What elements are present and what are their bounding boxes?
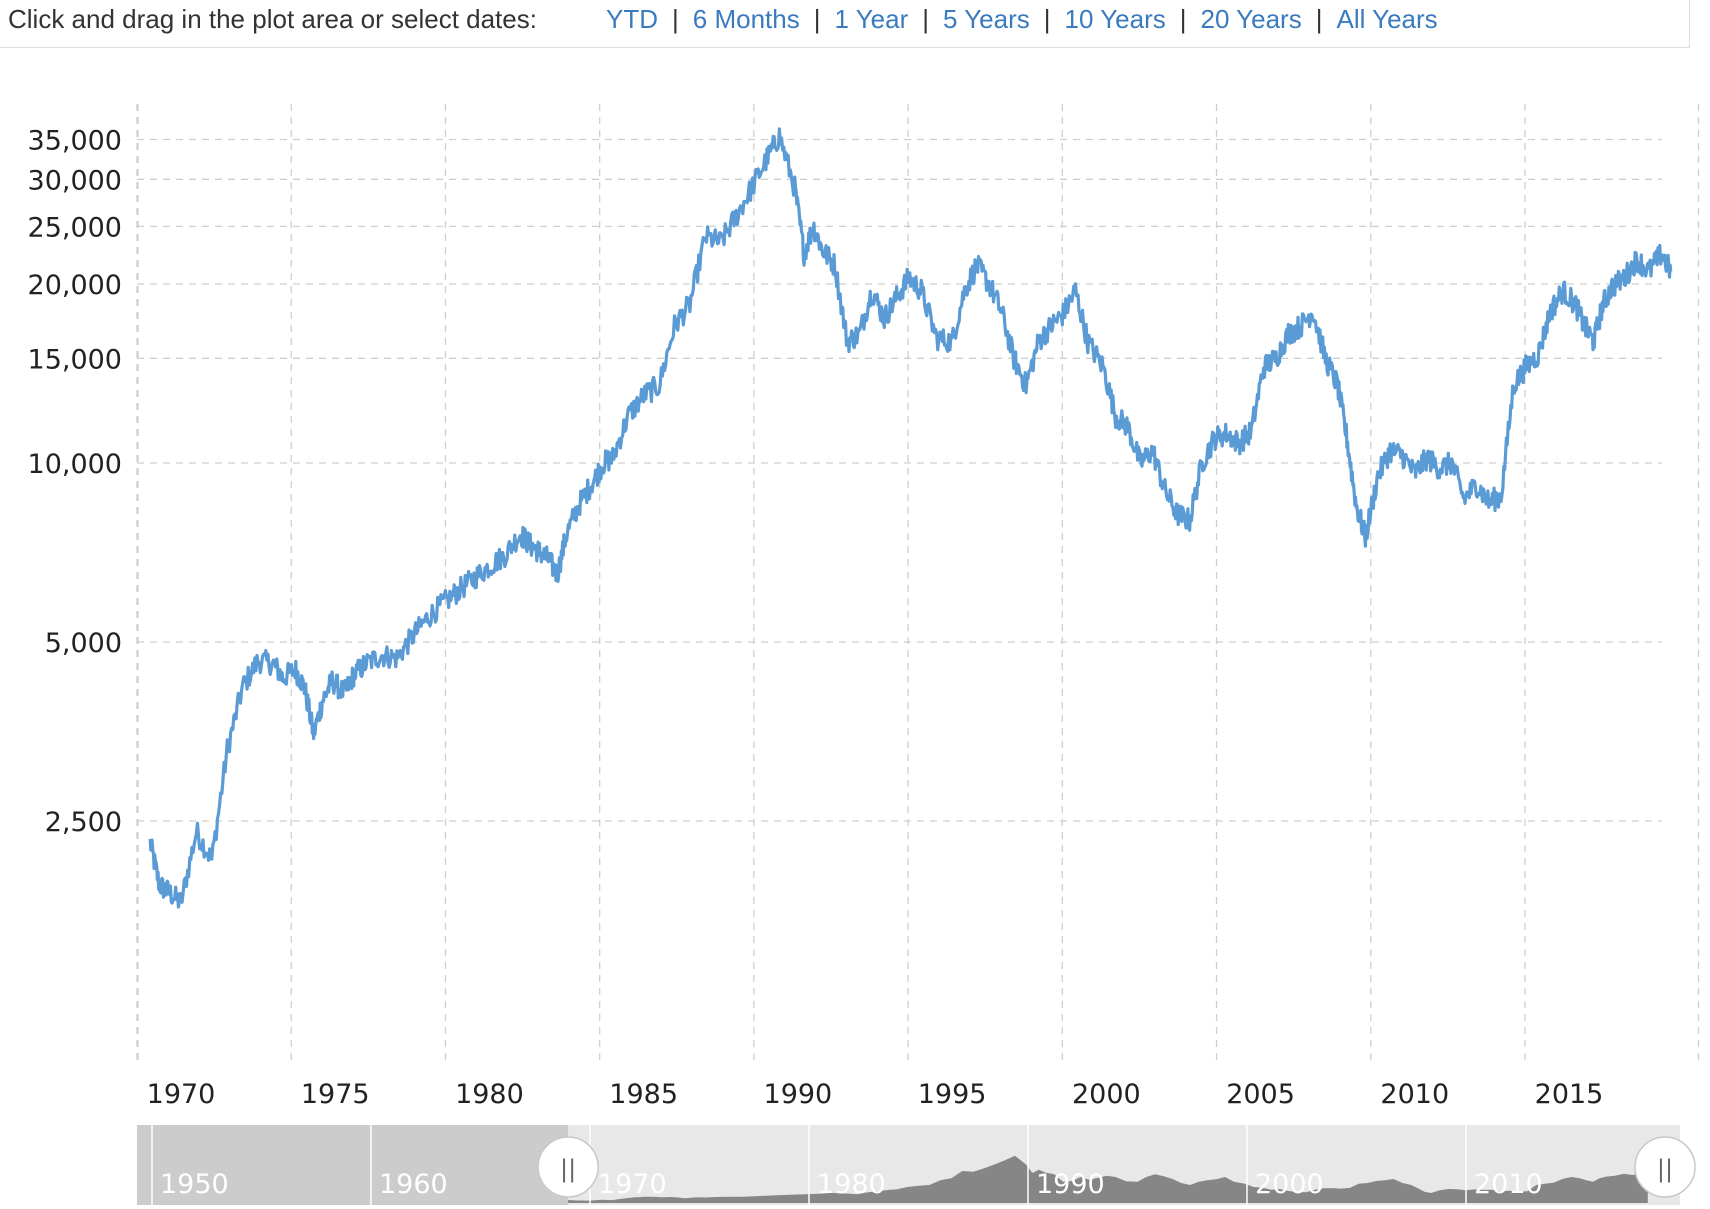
navigator-label: 1960 — [379, 1169, 448, 1200]
plot-area[interactable] — [147, 127, 1674, 909]
range-all-years-link[interactable]: All Years — [1336, 4, 1438, 34]
x-tick-label: 1970 — [147, 1079, 216, 1110]
chart-grid — [136, 104, 1700, 1063]
series-line[interactable] — [148, 127, 1673, 909]
x-tick-label: 2005 — [1226, 1079, 1295, 1110]
range-separator: | — [1043, 4, 1051, 34]
y-tick-label: 25,000 — [28, 212, 122, 243]
navigator-right-handle[interactable] — [1634, 1136, 1696, 1198]
navigator-area — [568, 1155, 1648, 1203]
range-5-years-link[interactable]: 5 Years — [943, 4, 1030, 34]
navigator-label: 2000 — [1255, 1169, 1324, 1200]
range-selector-links: YTD | 6 Months | 1 Year | 5 Years | 10 Years | 20 … — [606, 4, 1438, 35]
y-tick-label: 5,000 — [45, 628, 122, 659]
range-1-year-link[interactable]: 1 Year — [834, 4, 909, 34]
range-separator: | — [922, 4, 929, 34]
navigator-label: 1990 — [1036, 1169, 1105, 1200]
x-tick-label: 1985 — [609, 1079, 678, 1110]
x-tick-label: 1980 — [455, 1079, 524, 1110]
x-tick-label: 1995 — [918, 1079, 987, 1110]
range-selector-bar: Click and drag in the plot area or selec… — [0, 0, 1690, 48]
navigator-label: 1980 — [817, 1169, 886, 1200]
range-10-years-link[interactable]: 10 Years — [1064, 4, 1166, 34]
y-tick-label: 30,000 — [28, 165, 122, 196]
x-tick-label: 2015 — [1535, 1079, 1604, 1110]
y-tick-label: 35,000 — [28, 125, 122, 156]
range-separator: | — [1315, 4, 1323, 34]
range-separator: | — [813, 4, 821, 34]
y-tick-label: 10,000 — [28, 449, 122, 480]
y-tick-label: 15,000 — [28, 344, 122, 375]
range-separator: | — [1179, 4, 1187, 34]
x-tick-label: 1990 — [764, 1079, 833, 1110]
y-tick-label: 2,500 — [45, 807, 122, 838]
x-tick-label: 2010 — [1380, 1079, 1449, 1110]
navigator-label: 2010 — [1474, 1169, 1543, 1200]
range-ytd-link[interactable]: YTD — [606, 4, 658, 34]
navigator-mask — [137, 1125, 569, 1205]
navigator-label: 1970 — [598, 1169, 667, 1200]
range-6-months-link[interactable]: 6 Months — [692, 4, 800, 34]
range-separator: | — [672, 4, 679, 34]
navigator-left-handle[interactable] — [537, 1136, 599, 1198]
y-tick-label: 20,000 — [28, 270, 122, 301]
navigator-left-handle-grip[interactable]: || — [560, 1155, 576, 1183]
x-axis: 1970 1975 1980 1985 1990 1995 2000 2005 2010 2015 — [147, 1079, 1604, 1110]
range-selector-prompt: Click and drag in the plot area or selec… — [8, 4, 537, 34]
navigator-right-handle-grip[interactable]: || — [1657, 1155, 1673, 1183]
navigator-label: 1950 — [160, 1169, 229, 1200]
range-navigator[interactable]: 1950 1960 1970 1980 1990 2000 2010 || || — [137, 1125, 1696, 1205]
x-tick-label: 1975 — [301, 1079, 370, 1110]
y-axis: 2,500 5,000 10,000 15,000 20,000 25,000 30,000… — [28, 125, 122, 838]
x-tick-label: 2000 — [1072, 1079, 1141, 1110]
range-20-years-link[interactable]: 20 Years — [1200, 4, 1302, 34]
